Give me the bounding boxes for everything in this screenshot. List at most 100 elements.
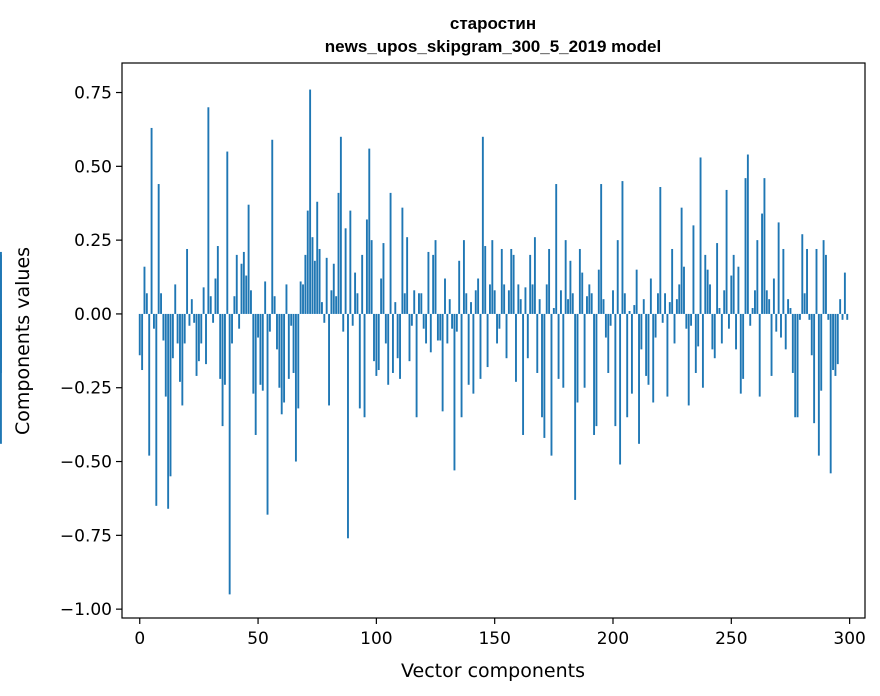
bar xyxy=(233,296,236,314)
bar xyxy=(138,313,141,356)
bar xyxy=(223,313,226,385)
bar xyxy=(846,313,849,320)
bar xyxy=(841,313,844,320)
bar xyxy=(0,254,2,314)
bar xyxy=(280,313,283,415)
bar xyxy=(578,248,581,314)
bar xyxy=(796,313,799,418)
bar xyxy=(768,299,771,314)
bar xyxy=(623,293,626,314)
bar xyxy=(408,313,411,362)
bar xyxy=(654,313,657,338)
bar xyxy=(328,313,330,406)
bar xyxy=(384,313,387,344)
bar xyxy=(607,313,610,373)
x-axis-ticks: 0 50 100 150 200 250 300 xyxy=(134,618,866,649)
bar xyxy=(399,313,401,379)
bar xyxy=(829,313,832,474)
bar xyxy=(642,299,645,314)
chart-title-line-2: news_upos_skipgram_300_5_2019 model xyxy=(325,37,661,56)
bar xyxy=(609,313,612,326)
bar xyxy=(536,313,539,373)
bar xyxy=(311,237,314,314)
bar xyxy=(780,313,782,338)
bar xyxy=(595,313,598,427)
bar xyxy=(247,204,250,314)
bar xyxy=(183,313,186,344)
bar xyxy=(640,313,643,350)
bar xyxy=(761,213,764,314)
bar xyxy=(375,313,378,376)
bar xyxy=(273,296,276,314)
bar xyxy=(510,248,513,314)
bar xyxy=(649,278,652,314)
bar xyxy=(699,157,702,314)
bar xyxy=(491,240,494,314)
bar xyxy=(221,313,224,427)
bar xyxy=(193,313,196,323)
bar xyxy=(661,313,664,323)
bar xyxy=(460,313,463,418)
bar xyxy=(552,308,555,314)
bar xyxy=(737,266,740,314)
bar xyxy=(344,228,347,314)
bar xyxy=(441,313,444,412)
bar xyxy=(683,266,685,314)
bar xyxy=(148,313,151,456)
bar xyxy=(145,293,148,314)
bar xyxy=(645,313,648,376)
bar xyxy=(727,313,730,329)
bar xyxy=(287,313,290,379)
bar xyxy=(581,272,584,314)
bar xyxy=(214,278,217,314)
y-tick-label: −0.75 xyxy=(60,526,112,546)
bar xyxy=(181,313,184,406)
bar xyxy=(813,313,816,424)
x-tick-label: 100 xyxy=(360,629,392,649)
bar xyxy=(481,136,484,314)
bar xyxy=(396,313,399,359)
bar xyxy=(794,313,797,418)
bar xyxy=(538,299,541,314)
bar xyxy=(339,136,342,314)
bar xyxy=(657,293,659,314)
bar xyxy=(250,290,252,314)
bar xyxy=(410,313,413,326)
bar xyxy=(458,260,461,314)
bar xyxy=(394,302,397,314)
bar xyxy=(455,313,458,332)
bar xyxy=(444,278,446,314)
bar xyxy=(174,284,177,314)
bar xyxy=(207,107,210,314)
bar xyxy=(735,313,737,350)
bar xyxy=(403,293,406,314)
bar xyxy=(363,313,366,418)
bar xyxy=(493,290,496,314)
bar xyxy=(619,313,622,465)
bar xyxy=(259,313,262,385)
bar xyxy=(302,284,304,314)
bar xyxy=(500,248,503,314)
bar xyxy=(472,313,475,394)
bar xyxy=(751,308,754,314)
bar xyxy=(770,313,773,376)
bar xyxy=(429,313,432,353)
bar xyxy=(453,313,456,471)
bar xyxy=(164,313,167,397)
bar xyxy=(325,257,328,314)
bar xyxy=(268,313,271,332)
bar xyxy=(803,293,806,314)
bar xyxy=(306,210,309,314)
bar xyxy=(153,313,155,329)
bar xyxy=(216,246,219,314)
bar xyxy=(754,290,756,314)
bar xyxy=(451,313,454,329)
bar xyxy=(557,313,560,379)
bar xyxy=(843,272,846,314)
bar xyxy=(701,313,704,388)
bar xyxy=(413,290,416,314)
bar xyxy=(200,313,203,344)
bar xyxy=(706,269,709,314)
bar xyxy=(718,308,721,314)
bar xyxy=(820,313,823,391)
